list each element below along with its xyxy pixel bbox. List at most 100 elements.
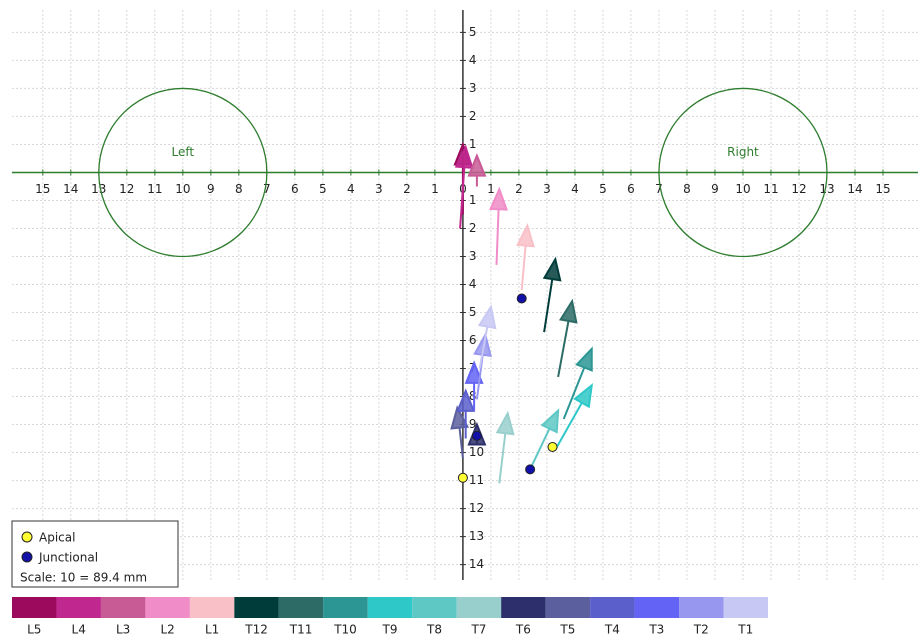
legend-swatch bbox=[323, 597, 368, 618]
legend-label: T6 bbox=[515, 623, 531, 637]
vector-arrow bbox=[477, 304, 497, 369]
legend-label: L4 bbox=[72, 623, 86, 637]
vector-arrow bbox=[516, 222, 535, 291]
x-tick-label: 11 bbox=[763, 182, 778, 196]
x-tick-label: 10 bbox=[175, 182, 190, 196]
vector-arrow bbox=[464, 360, 484, 411]
legend-label: L3 bbox=[116, 623, 130, 637]
legend-swatch bbox=[723, 597, 768, 618]
legend-label: T9 bbox=[382, 623, 398, 637]
y-tick-label: 5 bbox=[469, 25, 477, 39]
x-tick-label: 4 bbox=[347, 182, 355, 196]
y-tick-label: 9 bbox=[469, 417, 477, 431]
y-tick-label: 12 bbox=[469, 501, 484, 515]
legend-label: Apical bbox=[39, 531, 75, 545]
point bbox=[525, 464, 536, 475]
y-tick-label: 11 bbox=[469, 473, 484, 487]
legend-swatch bbox=[679, 597, 724, 618]
legend-swatch bbox=[545, 597, 591, 618]
vector-arrow bbox=[454, 144, 474, 229]
legend-label: T4 bbox=[604, 623, 620, 637]
y-tick-label: 3 bbox=[469, 81, 477, 95]
y-tick-label: 10 bbox=[469, 445, 484, 459]
y-tick-label: 1 bbox=[469, 193, 477, 207]
y-tick-label: 6 bbox=[469, 333, 477, 347]
vector-arrow bbox=[467, 152, 487, 187]
x-tick-label: 5 bbox=[599, 182, 607, 196]
x-tick-label: 12 bbox=[791, 182, 806, 196]
legend-label: L1 bbox=[205, 623, 219, 637]
legend-swatch bbox=[412, 597, 457, 618]
legend-swatch bbox=[278, 597, 324, 618]
y-tick-label: 1 bbox=[469, 137, 477, 151]
legend-label: T7 bbox=[470, 623, 486, 637]
x-tick-label: 10 bbox=[735, 182, 750, 196]
vector-arrow bbox=[489, 186, 509, 265]
x-tick-label: 6 bbox=[291, 182, 299, 196]
x-tick-label: 7 bbox=[655, 182, 663, 196]
vector-arrow bbox=[450, 405, 470, 459]
legend-swatch bbox=[634, 597, 680, 618]
vector-arrow bbox=[542, 256, 562, 333]
x-tick-label: 2 bbox=[515, 182, 523, 196]
vector-arrow bbox=[529, 408, 560, 470]
x-tick-label: 4 bbox=[571, 182, 579, 196]
y-tick-label: 8 bbox=[469, 389, 477, 403]
legend-label: L2 bbox=[160, 623, 174, 637]
legend-label: T12 bbox=[244, 623, 268, 637]
legend-swatch bbox=[56, 597, 101, 618]
point bbox=[547, 441, 558, 452]
legend-swatch bbox=[456, 597, 502, 618]
x-tick-label: 1 bbox=[487, 182, 495, 196]
y-tick-label: 2 bbox=[469, 221, 477, 235]
x-tick-label: 3 bbox=[375, 182, 383, 196]
legend-swatch bbox=[145, 597, 190, 618]
x-tick-label: 11 bbox=[147, 182, 162, 196]
point bbox=[457, 472, 468, 483]
legend-label: T5 bbox=[559, 623, 575, 637]
legend-swatch bbox=[100, 597, 146, 618]
y-tick-label: 5 bbox=[469, 305, 477, 319]
x-tick-label: 8 bbox=[683, 182, 691, 196]
legend-label: T3 bbox=[648, 623, 664, 637]
x-tick-label: 14 bbox=[847, 182, 862, 196]
region-circle bbox=[98, 87, 268, 258]
y-tick-label: 4 bbox=[469, 277, 477, 291]
legend-marker bbox=[21, 531, 33, 543]
x-tick-label: 9 bbox=[207, 182, 215, 196]
legend-label: T11 bbox=[289, 623, 313, 637]
vector-arrow bbox=[562, 346, 593, 420]
y-tick-label: 2 bbox=[469, 109, 477, 123]
x-tick-label: 13 bbox=[91, 182, 106, 196]
y-tick-label: 14 bbox=[469, 557, 484, 571]
vector-arrow bbox=[456, 388, 476, 439]
legend-swatch bbox=[12, 597, 57, 618]
y-tick-label: 4 bbox=[469, 53, 477, 67]
x-tick-label: 14 bbox=[63, 182, 78, 196]
legend-box bbox=[11, 520, 179, 588]
legend-label: L5 bbox=[27, 623, 41, 637]
region-circle bbox=[658, 87, 828, 258]
legend-swatch bbox=[234, 597, 279, 618]
x-tick-label: 5 bbox=[319, 182, 327, 196]
region-label: Right bbox=[727, 145, 759, 159]
legend-swatch bbox=[189, 597, 235, 618]
x-tick-label: 3 bbox=[543, 182, 551, 196]
y-tick-label: 3 bbox=[469, 249, 477, 263]
legend-label: T2 bbox=[693, 623, 709, 637]
x-tick-label: 1 bbox=[431, 182, 439, 196]
vector-arrow bbox=[554, 382, 594, 451]
scale-note: Scale: 10 = 89.4 mm bbox=[20, 571, 147, 585]
vector-arrow bbox=[473, 332, 492, 400]
x-tick-label: 2 bbox=[403, 182, 411, 196]
legend-label: Junctional bbox=[38, 551, 98, 565]
x-tick-label: 9 bbox=[711, 182, 719, 196]
x-tick-label: 15 bbox=[35, 182, 50, 196]
x-tick-label: 12 bbox=[119, 182, 134, 196]
y-tick-label: 13 bbox=[469, 529, 484, 543]
vector-arrow bbox=[557, 298, 578, 378]
x-tick-label: 15 bbox=[875, 182, 890, 196]
point bbox=[516, 293, 527, 304]
region-label: Left bbox=[172, 145, 195, 159]
